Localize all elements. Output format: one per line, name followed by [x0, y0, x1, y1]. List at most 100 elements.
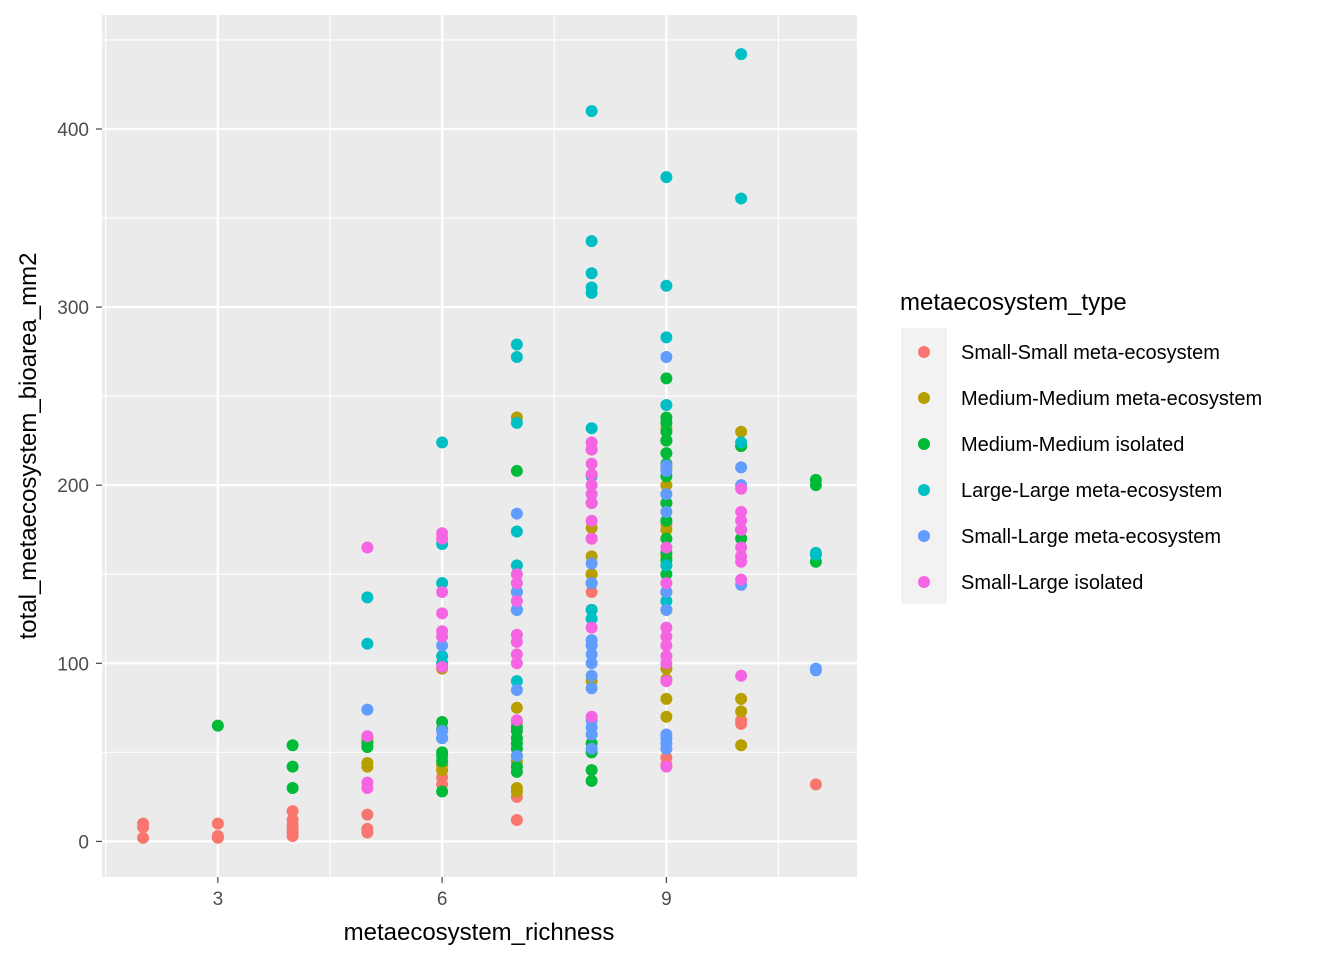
data-point [510, 416, 523, 429]
data-point [585, 235, 598, 248]
data-point [809, 546, 822, 559]
data-point [660, 279, 673, 292]
data-point [585, 105, 598, 118]
data-point [361, 591, 374, 604]
legend-item-label: Small-Large isolated [961, 572, 1143, 594]
data-point [436, 527, 449, 540]
data-point [211, 817, 224, 830]
data-point [361, 776, 374, 789]
data-point [585, 422, 598, 435]
data-point [585, 496, 598, 509]
data-point [436, 577, 449, 590]
data-point [510, 559, 523, 572]
data-point [660, 532, 673, 545]
data-point [660, 577, 673, 590]
legend-item-label: Medium-Medium meta-ecosystem [961, 388, 1262, 410]
y-tick-label: 100 [57, 654, 89, 675]
data-point [735, 505, 748, 518]
data-point [809, 778, 822, 791]
data-point [660, 728, 673, 741]
data-point [585, 532, 598, 545]
y-axis: 0 100 200 300 400 [57, 120, 102, 853]
data-point [585, 634, 598, 647]
data-point [510, 628, 523, 641]
data-point [211, 830, 224, 843]
data-point [660, 675, 673, 688]
data-point [585, 774, 598, 787]
data-point [660, 425, 673, 438]
legend-item-label: Large-Large meta-ecosystem [961, 480, 1222, 502]
data-point [436, 436, 449, 449]
data-point [361, 808, 374, 821]
data-point [585, 669, 598, 682]
data-point [585, 603, 598, 616]
data-point [660, 751, 673, 764]
data-point [510, 701, 523, 714]
data-point [211, 719, 224, 732]
data-point [660, 630, 673, 643]
data-point [585, 568, 598, 581]
data-point [660, 447, 673, 460]
data-point [660, 603, 673, 616]
legend-key [918, 346, 930, 358]
data-point [510, 338, 523, 351]
x-tick-label: 9 [661, 889, 672, 910]
data-point [660, 621, 673, 634]
data-point [660, 568, 673, 581]
data-point [660, 372, 673, 385]
data-point [286, 760, 299, 773]
data-point [735, 436, 748, 449]
data-point [660, 399, 673, 412]
legend: metaecosystem_type Small-Small meta-ecos… [900, 289, 1262, 604]
data-point [510, 350, 523, 363]
data-point [286, 805, 299, 818]
data-point [585, 648, 598, 661]
data-point [735, 532, 748, 545]
data-point [660, 434, 673, 447]
data-point [510, 603, 523, 616]
data-point [585, 682, 598, 695]
data-point [585, 557, 598, 570]
data-point [660, 650, 673, 663]
data-point [660, 692, 673, 705]
data-point [735, 523, 748, 536]
data-point [660, 479, 673, 492]
y-tick-label: 0 [78, 832, 89, 853]
data-point [660, 514, 673, 527]
data-point [436, 660, 449, 673]
legend-item-label: Small-Small meta-ecosystem [961, 342, 1220, 364]
data-point [510, 648, 523, 661]
legend-item-label: Small-Large meta-ecosystem [961, 526, 1221, 548]
data-point [735, 739, 748, 752]
data-point [660, 760, 673, 773]
data-point [735, 714, 748, 727]
data-point [585, 710, 598, 723]
data-point [585, 612, 598, 625]
data-points [137, 48, 822, 844]
data-point [137, 831, 150, 844]
data-point [660, 559, 673, 572]
data-point [510, 814, 523, 827]
legend-title: metaecosystem_type [900, 289, 1127, 316]
data-point [660, 459, 673, 472]
data-point [510, 749, 523, 762]
data-point [510, 781, 523, 794]
data-point [660, 710, 673, 723]
data-point [361, 637, 374, 650]
y-tick-label: 200 [57, 476, 89, 497]
data-point [585, 514, 598, 527]
y-axis-title: total_metaecosystem_bioarea_mm2 [15, 253, 42, 640]
data-point [137, 817, 150, 830]
data-point [510, 594, 523, 607]
data-point [660, 331, 673, 344]
data-point [735, 425, 748, 438]
data-point [286, 739, 299, 752]
data-point [286, 781, 299, 794]
data-point [735, 541, 748, 554]
data-point [735, 514, 748, 527]
data-point [510, 657, 523, 670]
data-point [585, 577, 598, 590]
data-point [809, 473, 822, 486]
data-point [585, 457, 598, 470]
x-tick-label: 3 [213, 889, 224, 910]
